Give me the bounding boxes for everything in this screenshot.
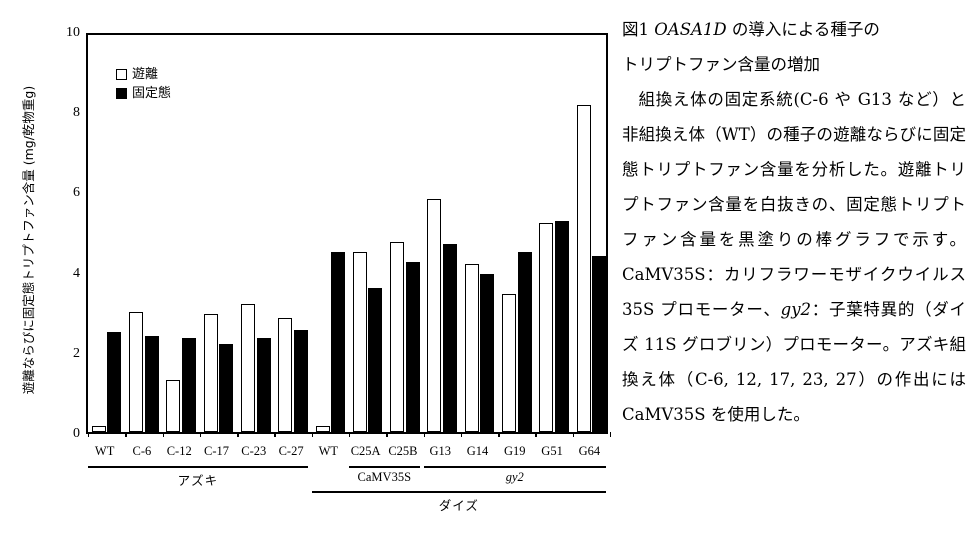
x-axis-tick-mark bbox=[274, 432, 276, 437]
bar-G14-bound bbox=[480, 273, 495, 432]
group-label-2: gy2 bbox=[505, 470, 524, 484]
x-axis-category-C-17-3: C-17 bbox=[204, 444, 229, 458]
bar-C25B-free bbox=[390, 241, 405, 432]
x-axis-category-C25A-7: C25A bbox=[350, 444, 381, 458]
x-axis-tick-mark bbox=[535, 432, 537, 437]
bar-C25A-free bbox=[352, 251, 367, 432]
y-axis-tick-label: 6 bbox=[73, 185, 80, 201]
bar-WT-free bbox=[91, 426, 106, 432]
legend-label-free: 遊離 bbox=[132, 67, 159, 82]
x-axis-category-C-12-2: C-12 bbox=[166, 444, 192, 458]
bar-G13-free bbox=[427, 199, 442, 432]
x-axis-tick-mark bbox=[237, 432, 239, 437]
figure-caption: 図1 OASA1D の導入による種子の トリプトファン含量の増加 組換え体の固定… bbox=[622, 12, 966, 432]
bar-chart-figure: 遊離ならびに固定態トリプトファン含量 (mg/乾物重g) 0 2 4 6 8 10 遊離固… bbox=[21, 25, 612, 513]
bar-C-12-free bbox=[166, 379, 181, 432]
x-axis-tick-mark bbox=[610, 432, 612, 437]
caption-body-part3: ：子葉特異的（ダイズ 11S グロブリン）プロモーター。アズキ組換え体 bbox=[622, 300, 966, 389]
x-axis-tick-mark bbox=[199, 432, 202, 437]
x-axis-category-WT-6: WT bbox=[318, 444, 339, 458]
group-rule-0 bbox=[88, 466, 308, 468]
caption-title-line2: トリプトファン含量の増加 bbox=[622, 55, 820, 74]
bar-G51-bound bbox=[554, 221, 569, 432]
x-axis-category-G64-13: G64 bbox=[578, 444, 601, 458]
caption-promoter-gy2: gy2 bbox=[780, 300, 812, 319]
caption-body-part1: 組換え体の固定系統(C-6 や G13 など）と非組換え体（WT）の種子の遊離な… bbox=[622, 90, 966, 179]
bar-G19-bound bbox=[517, 251, 532, 432]
y-axis-title: 遊離ならびに固定態トリプトファン含量 (mg/乾物重g) bbox=[21, 85, 36, 395]
x-axis-category-G19-11: G19 bbox=[504, 444, 526, 458]
bar-C-6-bound bbox=[144, 335, 159, 432]
bar-C-27-free bbox=[278, 317, 293, 432]
caption-body: 組換え体の固定系統(C-6 や G13 など）と非組換え体（WT）の種子の遊離な… bbox=[622, 82, 966, 432]
group-rule-3 bbox=[311, 491, 606, 493]
plot-inner: 遊離 固定態 bbox=[88, 35, 612, 437]
x-axis-tick-mark bbox=[460, 432, 463, 437]
bar-C-6-free bbox=[129, 311, 144, 432]
x-axis-tick-mark bbox=[311, 432, 314, 437]
x-axis-tick-mark bbox=[162, 432, 164, 437]
bar-C25A-bound bbox=[368, 287, 383, 432]
legend-swatch-free-icon bbox=[116, 69, 127, 80]
x-axis-tick-mark bbox=[125, 432, 127, 437]
y-axis-tick-label: 10 bbox=[66, 25, 80, 40]
caption-body-part4: （C-6, 12, 17, 23, 27）の作出には CaMV35S を使用した… bbox=[622, 370, 967, 424]
x-axis-tick-mark bbox=[386, 432, 388, 437]
x-axis-tick-mark bbox=[498, 432, 500, 437]
bar-G64-bound bbox=[592, 255, 607, 432]
bar-G13-bound bbox=[442, 243, 457, 432]
bar-WT-bound bbox=[107, 331, 122, 432]
bar-WT-bound bbox=[331, 251, 346, 432]
caption-body-part2: ファン含量を分析した。遊離トリプトファン含量を白抜きの、固定態トリプトファン含量… bbox=[622, 160, 967, 319]
group-label-1: CaMV35S bbox=[357, 470, 412, 484]
legend-item-free: 遊離 bbox=[116, 65, 171, 84]
x-axis-category-G13-9: G13 bbox=[429, 444, 451, 458]
x-axis-category-C-23-4: C-23 bbox=[241, 444, 267, 458]
group-rule-2 bbox=[423, 466, 606, 468]
bar-C-12-bound bbox=[181, 337, 196, 432]
x-axis-tick-mark bbox=[423, 432, 425, 437]
y-axis-tick-label: 8 bbox=[73, 105, 80, 121]
legend-label-bound: 固定態 bbox=[132, 86, 172, 101]
plot-area: 遊離 固定態 bbox=[86, 33, 612, 437]
x-axis-category-C25B-8: C25B bbox=[388, 444, 418, 458]
bar-G64-free bbox=[576, 105, 591, 432]
bar-G51-free bbox=[539, 223, 554, 432]
bar-C-23-free bbox=[241, 303, 256, 432]
x-axis-category-C-27-5: C-27 bbox=[278, 444, 304, 458]
group-label-3: ダイズ bbox=[438, 498, 479, 513]
bar-C-17-bound bbox=[219, 343, 234, 432]
chart-legend: 遊離 固定態 bbox=[116, 65, 171, 103]
x-axis-category-G14-10: G14 bbox=[466, 444, 489, 458]
x-axis-category-WT-0: WT bbox=[94, 444, 115, 458]
x-axis-category-G51-12: G51 bbox=[541, 444, 563, 458]
group-rule-1 bbox=[349, 466, 420, 468]
bar-C-23-bound bbox=[256, 337, 271, 432]
x-axis-tick-mark bbox=[349, 432, 351, 437]
x-axis-tick-mark bbox=[88, 432, 90, 437]
y-axis-tick-label: 4 bbox=[73, 265, 80, 281]
legend-swatch-bound-icon bbox=[116, 88, 127, 99]
caption-gene-name: OASA1D bbox=[654, 20, 727, 39]
bar-C-17-free bbox=[203, 313, 218, 432]
bar-G19-free bbox=[502, 293, 517, 432]
y-axis-tick-label: 0 bbox=[73, 426, 80, 441]
caption-title-line1: 図1 OASA1D の導入による種子の bbox=[622, 12, 966, 47]
legend-item-bound: 固定態 bbox=[116, 84, 171, 103]
x-axis-tick-mark bbox=[572, 432, 575, 437]
caption-title-suffix: の導入による種子の bbox=[726, 20, 880, 39]
bar-G14-free bbox=[464, 263, 479, 432]
x-axis-category-C-6-1: C-6 bbox=[132, 444, 152, 458]
group-label-0: アズキ bbox=[177, 473, 219, 488]
y-axis-tick-label: 2 bbox=[73, 345, 80, 361]
caption-figure-number: 図1 bbox=[622, 20, 655, 39]
bar-WT-free bbox=[315, 426, 330, 432]
bar-C-27-bound bbox=[293, 329, 308, 432]
bar-C25B-bound bbox=[405, 261, 420, 432]
